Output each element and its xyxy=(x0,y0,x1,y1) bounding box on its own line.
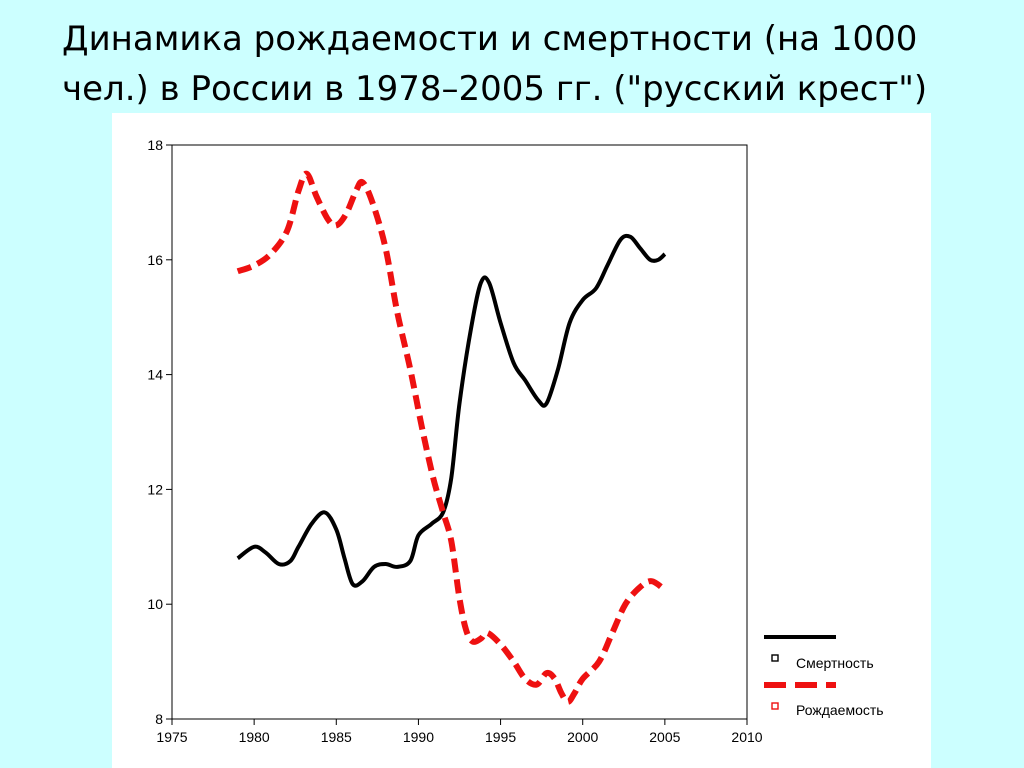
legend-marker xyxy=(771,702,779,710)
y-tick-label: 10 xyxy=(147,596,163,612)
slide-title: Динамика рождаемости и смертности (на 10… xyxy=(62,19,928,109)
y-tick-label: 18 xyxy=(147,137,163,153)
x-axis: 1975 1980 1985 1990 1995 2000 2005 2010 xyxy=(156,719,763,745)
y-tick-label: 14 xyxy=(147,367,163,383)
legend-label: Рождаемость xyxy=(796,702,884,718)
x-tick-label: 1980 xyxy=(239,729,270,745)
legend-marker xyxy=(771,654,779,662)
y-tick-label: 8 xyxy=(155,711,163,727)
y-axis: 8 10 12 14 16 18 xyxy=(147,137,172,727)
y-tick-label: 12 xyxy=(147,481,163,497)
x-tick-label: 1990 xyxy=(403,729,434,745)
line-chart: 8 10 12 14 16 18 1975 1980 1985 1990 1995 2000 2005… xyxy=(147,137,884,745)
series-line-mortality xyxy=(236,233,667,588)
x-tick-label: 2005 xyxy=(649,729,680,745)
legend-label: Смертность xyxy=(796,655,874,671)
legend: Смертность Рождаемость xyxy=(764,635,884,718)
x-tick-label: 2010 xyxy=(731,729,762,745)
y-tick-label: 16 xyxy=(147,252,163,268)
series-lines xyxy=(236,170,667,705)
x-tick-label: 1975 xyxy=(156,729,187,745)
x-tick-label: 1995 xyxy=(485,729,516,745)
x-tick-label: 1985 xyxy=(321,729,352,745)
plot-frame xyxy=(171,144,748,720)
chart-panel: 8 10 12 14 16 18 1975 1980 1985 1990 1995 2000 2005… xyxy=(112,113,931,768)
series-line-birth-rate xyxy=(236,170,667,705)
x-tick-label: 2000 xyxy=(567,729,598,745)
